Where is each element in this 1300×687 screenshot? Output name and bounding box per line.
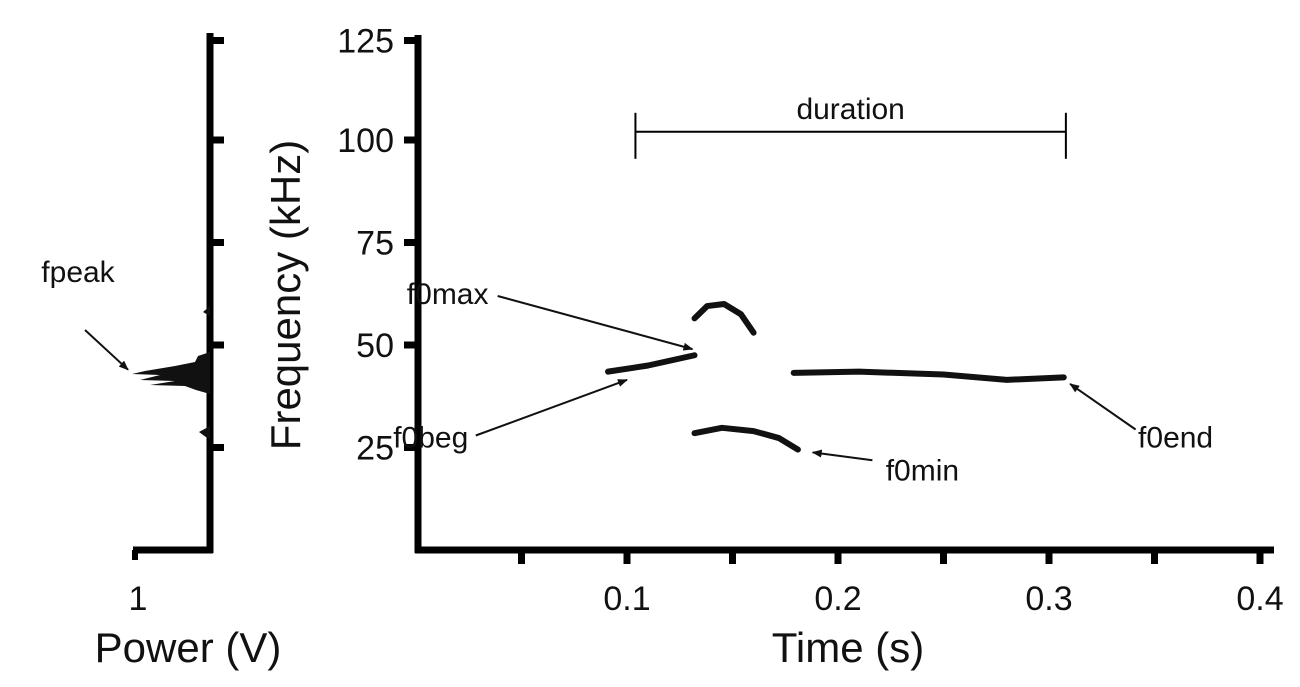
frequency-y-axis-label: Frequency (kHz) xyxy=(262,140,309,450)
time-x-axis-label: Time (s) xyxy=(772,624,924,671)
annotation-arrow-f0beg xyxy=(475,378,628,437)
spectrogram-panel: 25 50 75 100 125 0.1 0.2 0.3 0.4 duration f0max f0b… xyxy=(337,23,1283,619)
power-spectrum-trace xyxy=(132,352,210,394)
annotation-f0max: f0max xyxy=(407,278,489,311)
x-tick-label: 0.2 xyxy=(814,580,861,618)
trace-lower-segment xyxy=(691,424,801,453)
annotation-arrow-f0min xyxy=(811,449,873,462)
y-tick-label: 125 xyxy=(337,23,394,61)
annotation-f0min: f0min xyxy=(886,454,959,487)
annotation-f0end: f0end xyxy=(1138,422,1213,455)
trace-segment-2 xyxy=(790,368,1067,383)
y-tick-label: 75 xyxy=(356,225,394,263)
y-tick-label: 50 xyxy=(356,327,394,365)
x-tick-label: 0.3 xyxy=(1025,580,1072,618)
annotation-fpeak: fpeak xyxy=(41,256,115,289)
annotation-arrow-f0max xyxy=(497,295,694,351)
power-x-axis-label: Power (V) xyxy=(95,624,282,671)
power-spectrum-panel: 1 fpeak xyxy=(41,33,224,618)
trace-upper-harmonic xyxy=(691,301,757,336)
annotation-f0beg: f0beg xyxy=(393,422,468,455)
annotation-arrow-f0end xyxy=(1069,383,1137,431)
y-tick-label: 25 xyxy=(356,430,394,468)
duration-label: duration xyxy=(796,93,904,126)
power-x-tick-label: 1 xyxy=(129,580,148,618)
y-tick-label: 100 xyxy=(337,122,394,160)
power-spectrum-minor-peak xyxy=(203,306,210,316)
x-tick-label: 0.4 xyxy=(1236,580,1283,618)
power-spectrum-minor-peak xyxy=(199,426,210,440)
trace-segment-1 xyxy=(605,352,698,375)
x-tick-label: 0.1 xyxy=(603,580,650,618)
annotation-arrow-fpeak xyxy=(84,329,129,371)
